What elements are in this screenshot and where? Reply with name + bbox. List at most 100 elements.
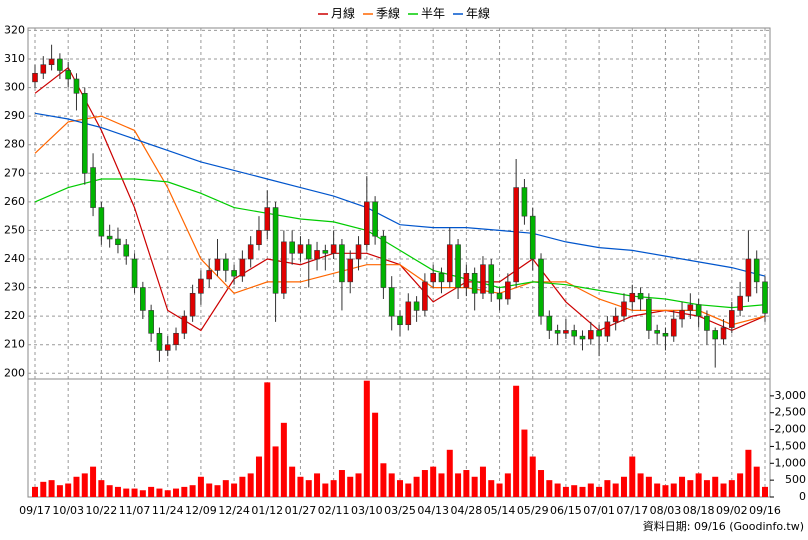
ma-line bbox=[34, 115, 766, 326]
x-tick-label: 05/29 bbox=[517, 504, 549, 517]
volume-bar bbox=[289, 466, 296, 497]
legend-label: 季線 bbox=[376, 6, 400, 21]
candle-body bbox=[596, 330, 602, 337]
candle-body bbox=[571, 330, 578, 337]
volume-bar bbox=[654, 483, 661, 497]
candle-body bbox=[380, 235, 387, 288]
candle-body bbox=[687, 304, 694, 311]
volume-bar bbox=[579, 486, 586, 497]
y-tick-label: 220 bbox=[4, 309, 25, 322]
y2-tick-label: 2,000 bbox=[775, 423, 807, 436]
volume-bar bbox=[637, 473, 644, 497]
volume-bar bbox=[587, 483, 594, 497]
candle-body bbox=[637, 292, 644, 300]
candle-body bbox=[372, 201, 378, 237]
volume-bar bbox=[529, 456, 536, 497]
candle-body bbox=[73, 78, 80, 94]
volume-bar bbox=[496, 483, 503, 497]
x-tick-label: 10/03 bbox=[52, 504, 84, 517]
volume-bar bbox=[662, 485, 669, 497]
volume-bar bbox=[264, 382, 271, 497]
y2-tick-label: 0 bbox=[799, 490, 806, 503]
candle-body bbox=[729, 310, 735, 328]
volume-bar bbox=[521, 429, 528, 497]
candle-body bbox=[720, 327, 727, 340]
candle-body bbox=[322, 250, 329, 254]
x-tick-label: 03/25 bbox=[384, 504, 416, 517]
y2-tick-label: 500 bbox=[785, 473, 806, 486]
volume-bar bbox=[297, 476, 304, 497]
x-tick-label: 09/16 bbox=[749, 504, 781, 517]
volume-bar bbox=[114, 486, 121, 497]
candle-body bbox=[289, 241, 295, 254]
candle-body bbox=[438, 272, 445, 283]
candle-body bbox=[173, 332, 179, 346]
volume-bar bbox=[629, 456, 636, 497]
candle-body bbox=[704, 315, 710, 331]
volume-bar bbox=[554, 483, 561, 497]
candle-body bbox=[81, 92, 88, 174]
y-tick-label: 320 bbox=[4, 23, 25, 36]
volume-bar bbox=[363, 380, 370, 497]
candle-body bbox=[297, 244, 304, 254]
candle-body bbox=[239, 258, 246, 277]
x-tick-label: 10/22 bbox=[86, 504, 118, 517]
candle-body bbox=[247, 244, 254, 260]
volume-bar bbox=[720, 483, 727, 497]
volume-bar bbox=[272, 446, 279, 497]
x-tick-label: 04/28 bbox=[451, 504, 483, 517]
candle-body bbox=[106, 235, 113, 240]
candle-body bbox=[455, 244, 461, 288]
candle-body bbox=[131, 258, 138, 288]
volume-bar bbox=[562, 486, 569, 497]
y-tick-label: 200 bbox=[4, 366, 25, 379]
candle-body bbox=[164, 344, 171, 351]
volume-bar bbox=[81, 473, 88, 497]
candle-body bbox=[272, 207, 279, 294]
candle-body bbox=[214, 258, 221, 271]
volume-bar bbox=[513, 385, 520, 497]
volume-bar bbox=[388, 473, 395, 497]
ma-line bbox=[34, 112, 766, 277]
volume-bar bbox=[687, 480, 694, 497]
y2-tick-label: 1,500 bbox=[775, 439, 807, 452]
volume-bar bbox=[645, 476, 652, 497]
candle-body bbox=[189, 292, 196, 317]
x-tick-label: 03/10 bbox=[351, 504, 383, 517]
volume-bar bbox=[222, 480, 229, 497]
volume-bar bbox=[463, 470, 470, 497]
volume-bar bbox=[231, 483, 238, 497]
volume-bar bbox=[98, 480, 105, 497]
volume-bar bbox=[48, 480, 55, 497]
legend-label: 月線 bbox=[331, 6, 355, 21]
candle-body bbox=[148, 310, 154, 334]
volume-bar bbox=[32, 486, 38, 497]
candle-body bbox=[281, 241, 287, 294]
legend-label: 半年 bbox=[421, 7, 445, 21]
candle-body bbox=[48, 58, 55, 66]
volume-bar bbox=[438, 473, 445, 497]
candle-body bbox=[612, 315, 619, 323]
volume-bar bbox=[604, 480, 611, 497]
volume-bar bbox=[413, 476, 420, 497]
x-tick-label: 08/18 bbox=[683, 504, 715, 517]
candle-body bbox=[604, 321, 611, 337]
x-tick-label: 11/07 bbox=[119, 504, 151, 517]
candle-body bbox=[330, 244, 337, 254]
candle-body bbox=[388, 287, 395, 317]
volume-bar bbox=[239, 476, 246, 497]
volume-bar bbox=[206, 483, 213, 497]
candle-body bbox=[347, 258, 354, 283]
candle-body bbox=[753, 258, 760, 283]
y-tick-label: 280 bbox=[4, 138, 25, 151]
volume-bar bbox=[330, 480, 337, 497]
candle-body bbox=[98, 207, 105, 237]
volume-bar bbox=[123, 488, 130, 497]
candle-body bbox=[670, 318, 677, 337]
x-tick-label: 12/24 bbox=[218, 504, 250, 517]
volume-bar bbox=[90, 466, 97, 497]
candle-body bbox=[563, 330, 569, 334]
candle-body bbox=[181, 315, 188, 334]
volume-bar bbox=[139, 490, 146, 497]
volume-bar bbox=[488, 480, 495, 497]
